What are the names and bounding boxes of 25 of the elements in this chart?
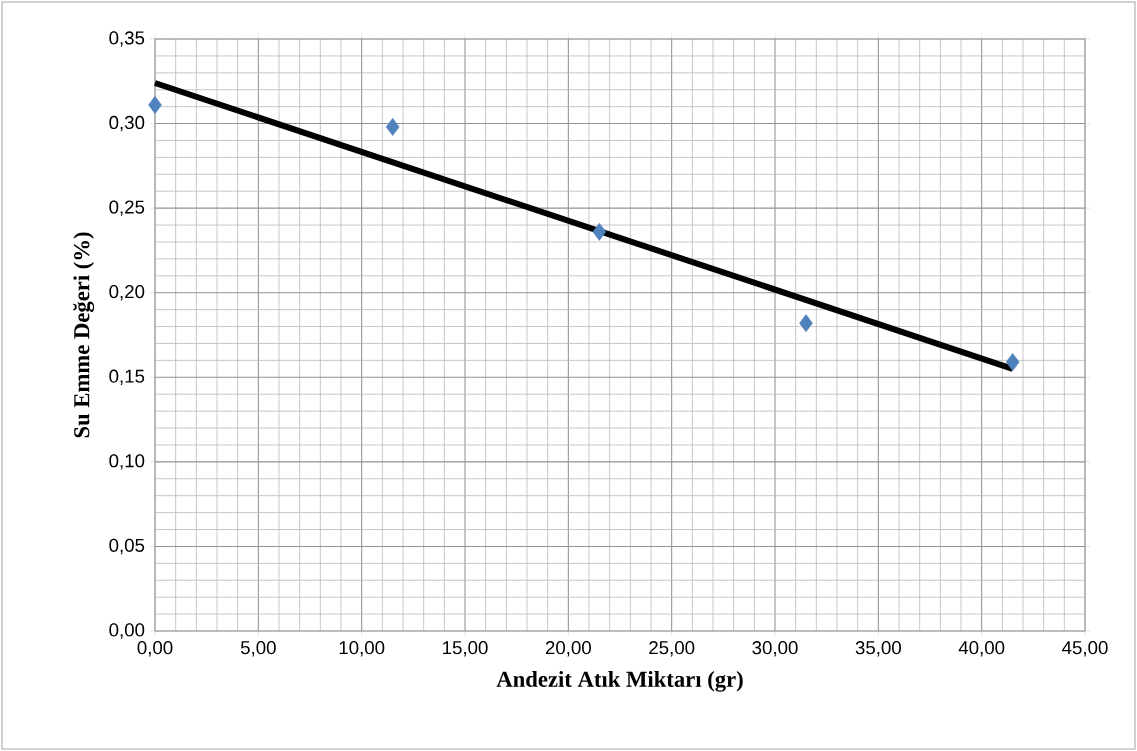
point: [148, 96, 162, 114]
x-tick-label: 45,00: [1062, 641, 1108, 657]
x-tick-label: 40,00: [958, 641, 1005, 657]
x-tick-label: 10,00: [339, 641, 385, 657]
y-tick-label: 0,35: [109, 31, 145, 47]
y-axis-title: Su Emme Değeri (%): [73, 232, 95, 438]
x-tick-label: 30,00: [752, 641, 798, 657]
x-tick-label: 5,00: [240, 641, 276, 657]
point: [1005, 353, 1020, 371]
point: [592, 222, 607, 241]
x-tick-label: 25,00: [649, 641, 695, 657]
y-tick-label: 0,00: [109, 623, 145, 639]
y-tick-label: 0,05: [109, 538, 145, 555]
y-tick-label: 0,10: [109, 454, 145, 470]
y-tick-label: 0,20: [109, 284, 145, 301]
y-tick-label: 0,30: [109, 115, 145, 132]
point: [385, 118, 400, 136]
x-tick-label: 35,00: [855, 641, 901, 657]
y-tick-label: 0,25: [109, 200, 145, 216]
x-tick-label: 0,00: [137, 641, 173, 657]
point: [799, 314, 813, 333]
x-axis-title: Andezit Atık Miktarı (gr): [496, 670, 743, 692]
y-tick-label: 0,15: [109, 369, 145, 385]
x-tick-label: 20,00: [545, 641, 591, 657]
x-tick-label: 15,00: [443, 641, 488, 657]
